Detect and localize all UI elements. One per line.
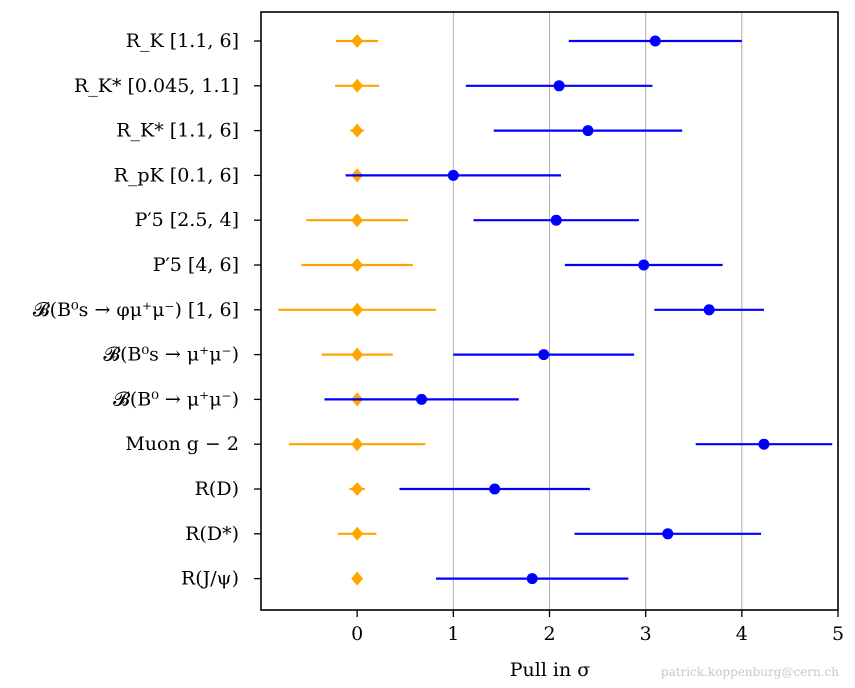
- x-tick-label: 3: [640, 623, 652, 645]
- sm-point: [351, 526, 364, 541]
- x-tick-label: 2: [543, 623, 555, 645]
- sm-point: [351, 437, 364, 452]
- sm-point: [351, 482, 364, 496]
- measurement-point: [526, 573, 538, 585]
- y-tick-label: R_K* [1.1, 6]: [116, 120, 239, 142]
- x-tick-label: 0: [351, 623, 363, 645]
- y-tick-label: 𝓑(B⁰ → μ⁺μ⁻): [113, 388, 239, 410]
- y-axis: R_K [1.1, 6] R_K* [0.045, 1.1] R_K* [1.1, …: [33, 30, 261, 590]
- measurement-point: [638, 259, 650, 271]
- x-tick-label: 4: [736, 623, 748, 645]
- y-tick-label: P′5 [2.5, 4]: [135, 209, 239, 231]
- y-tick-label: R_pK [0.1, 6]: [114, 164, 239, 186]
- measurement-point: [416, 393, 428, 405]
- x-tick-label: 5: [832, 623, 844, 645]
- y-tick-label: R_K [1.1, 6]: [126, 30, 239, 52]
- x-axis: 0 1 2 3 4 5: [351, 610, 844, 645]
- measurement-point: [582, 125, 594, 137]
- sm-point: [351, 34, 364, 48]
- y-tick-label: R(D*): [185, 523, 239, 545]
- measurement-point: [662, 528, 674, 540]
- sm-point: [351, 213, 364, 228]
- y-tick-label: R_K* [0.045, 1.1]: [74, 75, 239, 97]
- measurement-point: [447, 169, 459, 181]
- y-tick-label: 𝓑(B⁰s → φμ⁺μ⁻) [1, 6]: [33, 299, 239, 321]
- credit-text: patrick.koppenburg@cern.ch: [661, 665, 839, 679]
- measurement-point: [703, 304, 715, 316]
- grid-lines: [452, 12, 743, 610]
- sm-point: [351, 571, 364, 586]
- sm-point: [351, 302, 364, 317]
- sm-point: [351, 123, 364, 138]
- y-tick-label: P′5 [4, 6]: [153, 254, 239, 276]
- measurement-point: [649, 35, 661, 47]
- measurement-point: [550, 214, 562, 226]
- measurement-point: [758, 438, 770, 450]
- y-tick-label: R(J/ψ): [181, 568, 239, 590]
- x-tick-label: 1: [447, 623, 459, 645]
- chart-marks: [278, 34, 833, 586]
- y-tick-label: R(D): [195, 478, 239, 500]
- sm-point: [351, 347, 364, 362]
- measurement-point: [538, 349, 550, 361]
- measurement-point: [489, 483, 501, 495]
- y-tick-label: 𝓑(B⁰s → μ⁺μ⁻): [103, 344, 239, 366]
- sm-point: [351, 258, 364, 272]
- measurement-point: [553, 80, 565, 92]
- y-tick-label: Muon g − 2: [125, 433, 239, 455]
- sm-point: [351, 78, 364, 93]
- x-axis-label: Pull in σ: [510, 659, 591, 681]
